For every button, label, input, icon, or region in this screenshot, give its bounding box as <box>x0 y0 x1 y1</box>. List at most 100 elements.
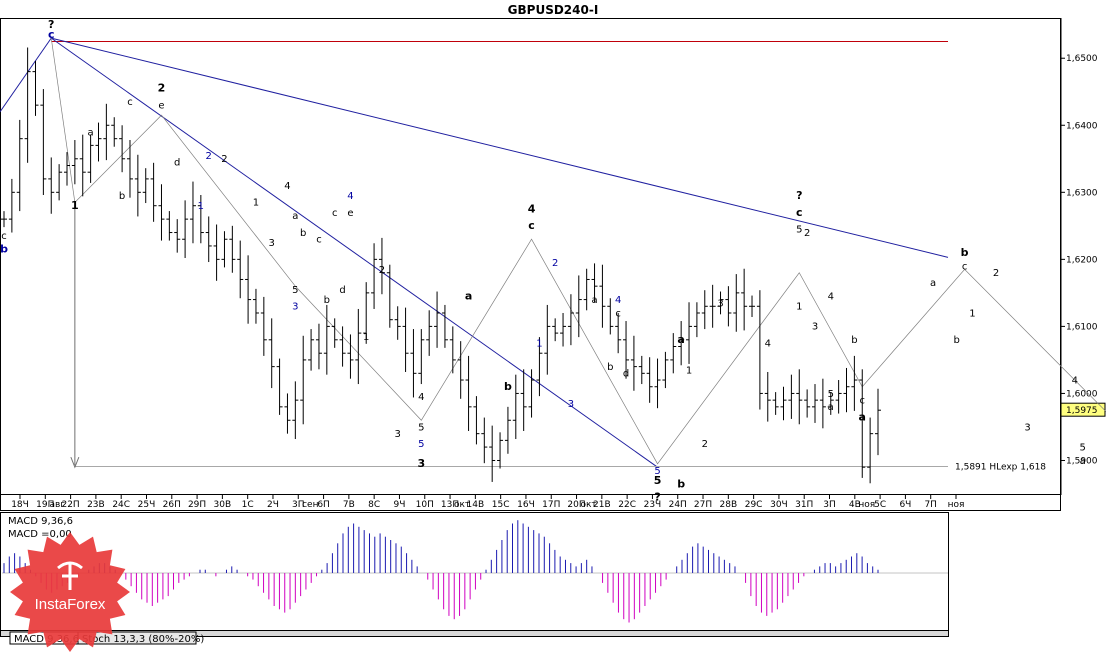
price-bar <box>308 329 315 371</box>
x-tick-label: 28В <box>720 500 738 510</box>
price-bar <box>733 274 740 332</box>
wave-label: 2 <box>221 154 227 165</box>
price-bar <box>189 181 196 244</box>
x-tick-label: 15С <box>492 500 510 510</box>
price-bar <box>95 122 102 162</box>
price-bar <box>851 355 858 411</box>
price-bar <box>741 268 748 331</box>
x-tick-label: 22С <box>618 500 636 510</box>
y-tick-label: 1,6100 <box>1066 322 1098 332</box>
y-tick-label: 1,6000 <box>1066 389 1098 399</box>
wave-label: d <box>174 157 180 168</box>
wave-label: 5 <box>292 285 298 296</box>
wave-label: e <box>158 101 164 112</box>
price-bar <box>56 164 63 201</box>
price-bar <box>749 295 756 318</box>
wave-label: 3 <box>292 302 298 313</box>
wave-label: a <box>292 211 298 222</box>
price-bar <box>835 380 842 414</box>
wave-label: 4 <box>528 202 536 215</box>
price-bar <box>725 286 732 327</box>
x-tick-label: 23Ч <box>644 500 662 510</box>
x-tick-label: 22П <box>61 500 79 510</box>
wave-label: 3 <box>417 457 425 470</box>
upper-trend-line <box>51 37 949 258</box>
wave-label: c <box>796 206 803 219</box>
wave-label: c <box>48 28 55 41</box>
wave-label: 4 <box>418 392 424 403</box>
price-bar <box>670 333 677 374</box>
x-tick-label: 7В <box>343 500 355 510</box>
wave-label: 2 <box>702 439 708 450</box>
price-bar <box>71 140 78 185</box>
wave-label: 1 <box>536 339 542 350</box>
price-bar <box>827 392 834 415</box>
price-axis: 1,6500 1,6400 1,6300 1,6200 1,6100 1,6000 1,59… <box>1060 54 1106 466</box>
price-bar <box>788 374 795 419</box>
wave-label: c <box>316 235 322 246</box>
price-bar <box>323 304 330 375</box>
last-price-tag <box>1060 402 1106 417</box>
price-bar <box>544 304 551 375</box>
wave-label: 4 <box>1072 375 1078 386</box>
y-tick-label: 1,6500 <box>1066 54 1098 64</box>
price-bar <box>79 134 86 197</box>
price-bar <box>804 389 811 418</box>
macd-value-label: MACD =0,00 <box>8 529 72 540</box>
wave-label: d <box>623 369 629 380</box>
price-bar <box>32 60 39 116</box>
price-bars <box>1 47 881 484</box>
wave-label: 3 <box>269 238 275 249</box>
x-tick-label: 16Ч <box>517 500 535 510</box>
wave-label: 2 <box>552 258 558 269</box>
price-bar <box>607 298 614 335</box>
price-bar <box>237 240 244 299</box>
wave-label: 2 <box>804 228 810 239</box>
price-bar <box>260 296 267 356</box>
logo-badge-icon <box>10 532 130 652</box>
x-tick-label: 3П <box>292 500 305 510</box>
price-bar <box>575 275 582 338</box>
price-bar <box>63 152 70 186</box>
price-bar <box>623 321 630 379</box>
price-bar <box>504 406 511 454</box>
indicator-scroll-bar[interactable] <box>0 630 949 637</box>
price-bar <box>497 432 504 469</box>
x-tick-label: 4В <box>849 500 861 510</box>
price-bar <box>276 358 283 415</box>
wave-label: 4 <box>347 191 353 202</box>
price-bar <box>875 388 881 456</box>
price-bar <box>843 367 850 413</box>
wave-label: b <box>0 243 8 256</box>
price-bar <box>24 47 31 163</box>
price-bar <box>213 224 220 281</box>
trend-lines: 1,5891 HLexp 1,618 <box>0 37 1106 473</box>
wave-label: d <box>339 285 345 296</box>
price-bar <box>756 290 763 410</box>
wave-label: 4 <box>765 339 771 350</box>
price-bar <box>284 393 291 434</box>
price-bar <box>528 369 535 418</box>
wave-label: 5 <box>796 225 802 236</box>
wave-label: 1 <box>253 198 259 209</box>
wave-label: 5 <box>418 422 424 433</box>
x-tick-label: 6П <box>317 500 330 510</box>
wave-label: b <box>504 380 512 393</box>
price-bar <box>103 103 110 161</box>
x-tick-label: 18Ч <box>11 500 29 510</box>
x-tick-label: 7П <box>924 500 937 510</box>
price-bar <box>630 335 637 391</box>
price-bar <box>615 312 622 354</box>
wave-label: 3 <box>1024 422 1030 433</box>
price-bar <box>245 255 252 324</box>
price-bar <box>599 264 606 328</box>
chart-title: GBPUSD240-I <box>508 3 599 17</box>
wave-label: ? <box>48 18 54 31</box>
wave-label: ? <box>654 491 660 504</box>
wave-label: b <box>324 295 330 306</box>
x-tick-label: 17П <box>542 500 560 510</box>
